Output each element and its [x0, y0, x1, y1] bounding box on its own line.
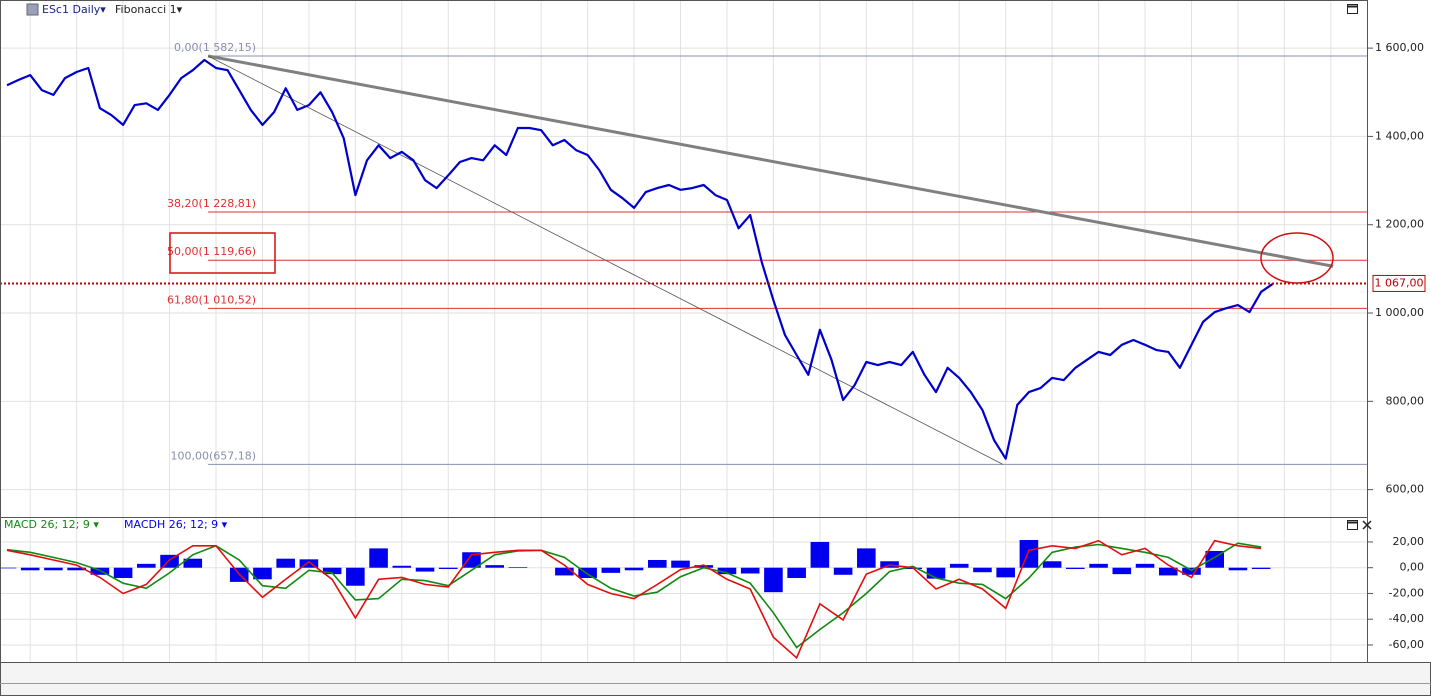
fib-label: 100,00(657,18) [171, 449, 257, 462]
histogram-bar [415, 567, 435, 572]
fib-label: 38,20(1 228,81) [167, 197, 256, 210]
histogram-bar [833, 567, 853, 575]
histogram-bar [601, 567, 621, 573]
y-tick-label: 800,00 [1386, 394, 1425, 407]
y-tick-label: 1 400,00 [1375, 129, 1424, 142]
histogram-bar [949, 563, 969, 568]
histogram-bar [1158, 567, 1178, 576]
histogram-bar [926, 567, 946, 579]
histogram-bar [764, 567, 783, 593]
last-price-box [1372, 274, 1426, 292]
histogram-bar [322, 567, 342, 575]
y-tick-label: 1 200,00 [1375, 218, 1424, 231]
histogram-bar [555, 567, 574, 576]
y-tick-label: 0,00 [1400, 561, 1425, 574]
highlight-ellipse [1260, 232, 1334, 284]
histogram-bar [0, 567, 17, 569]
histogram-bar [369, 548, 388, 568]
histogram-bar [648, 559, 667, 568]
y-tick-label: 1 600,00 [1375, 41, 1424, 54]
histogram-bar [1066, 567, 1085, 569]
histogram-bar [67, 567, 86, 571]
histogram-bar [787, 567, 806, 579]
histogram-bar [1182, 567, 1201, 575]
fib-label: 50,00(1 119,66) [167, 245, 256, 258]
y-tick-label: -40,00 [1389, 612, 1424, 625]
histogram-bar [438, 567, 458, 569]
histogram-bar [717, 567, 737, 575]
histogram-bar [183, 558, 203, 568]
histogram-bar [1228, 567, 1248, 571]
histogram-bar [462, 552, 481, 568]
date-axis [0, 662, 1431, 696]
histogram-bar [578, 567, 597, 579]
fibonacci-legend[interactable]: Fibonacci 1▾ [115, 3, 183, 16]
histogram-bar [740, 567, 760, 574]
histogram-bar [1112, 567, 1132, 575]
histogram-bar [346, 567, 365, 586]
fib-label: 0,00(1 582,15) [174, 41, 256, 54]
histogram-bar [276, 558, 295, 568]
histogram-bar [508, 567, 528, 568]
histogram-bar [299, 559, 319, 568]
histogram-bar [485, 565, 504, 568]
histogram-bar [137, 563, 156, 568]
histogram-bar [392, 565, 412, 568]
histogram-bar [113, 567, 133, 579]
y-tick-label: 1 000,00 [1375, 306, 1424, 319]
histogram-bar [1135, 563, 1155, 568]
y-tick-label: 600,00 [1386, 483, 1425, 496]
highlight-box [169, 232, 276, 274]
fib-label: 61,80(1 010,52) [167, 293, 256, 306]
histogram-bar [1089, 563, 1108, 568]
histogram-bar [857, 548, 876, 568]
histogram-bar [996, 567, 1015, 578]
y-tick-label: -20,00 [1389, 586, 1424, 599]
maximize-button[interactable] [1347, 4, 1358, 14]
y-tick-label: 20,00 [1393, 535, 1425, 548]
histogram-bar [20, 567, 40, 571]
macd-line [6, 539, 1262, 660]
price-line [6, 58, 1274, 460]
symbol-icon[interactable] [26, 3, 39, 16]
histogram-bar [624, 567, 644, 571]
trendline [207, 54, 1334, 268]
histogram-bar [1042, 561, 1062, 568]
histogram-bar [694, 565, 714, 568]
maximize-button[interactable] [1347, 520, 1358, 530]
histogram-bar [973, 567, 992, 573]
y-tick-label: -60,00 [1389, 638, 1424, 651]
histogram-bar [90, 567, 110, 575]
close-button[interactable] [1362, 520, 1372, 530]
trendline [207, 55, 1004, 465]
series-legend[interactable]: ESc1 Daily▾ [42, 3, 106, 16]
histogram-bar [671, 560, 690, 568]
histogram-bar [253, 567, 272, 580]
histogram-bar [1251, 567, 1271, 569]
histogram-bar [810, 541, 830, 568]
last-price-label: 1 067,00 [1375, 276, 1424, 289]
macdh-legend[interactable]: MACDH 26; 12; 9 ▾ [124, 518, 228, 531]
histogram-bar [1019, 540, 1039, 568]
histogram-bar [44, 567, 63, 571]
macd-legend[interactable]: MACD 26; 12; 9 ▾ [4, 518, 99, 531]
